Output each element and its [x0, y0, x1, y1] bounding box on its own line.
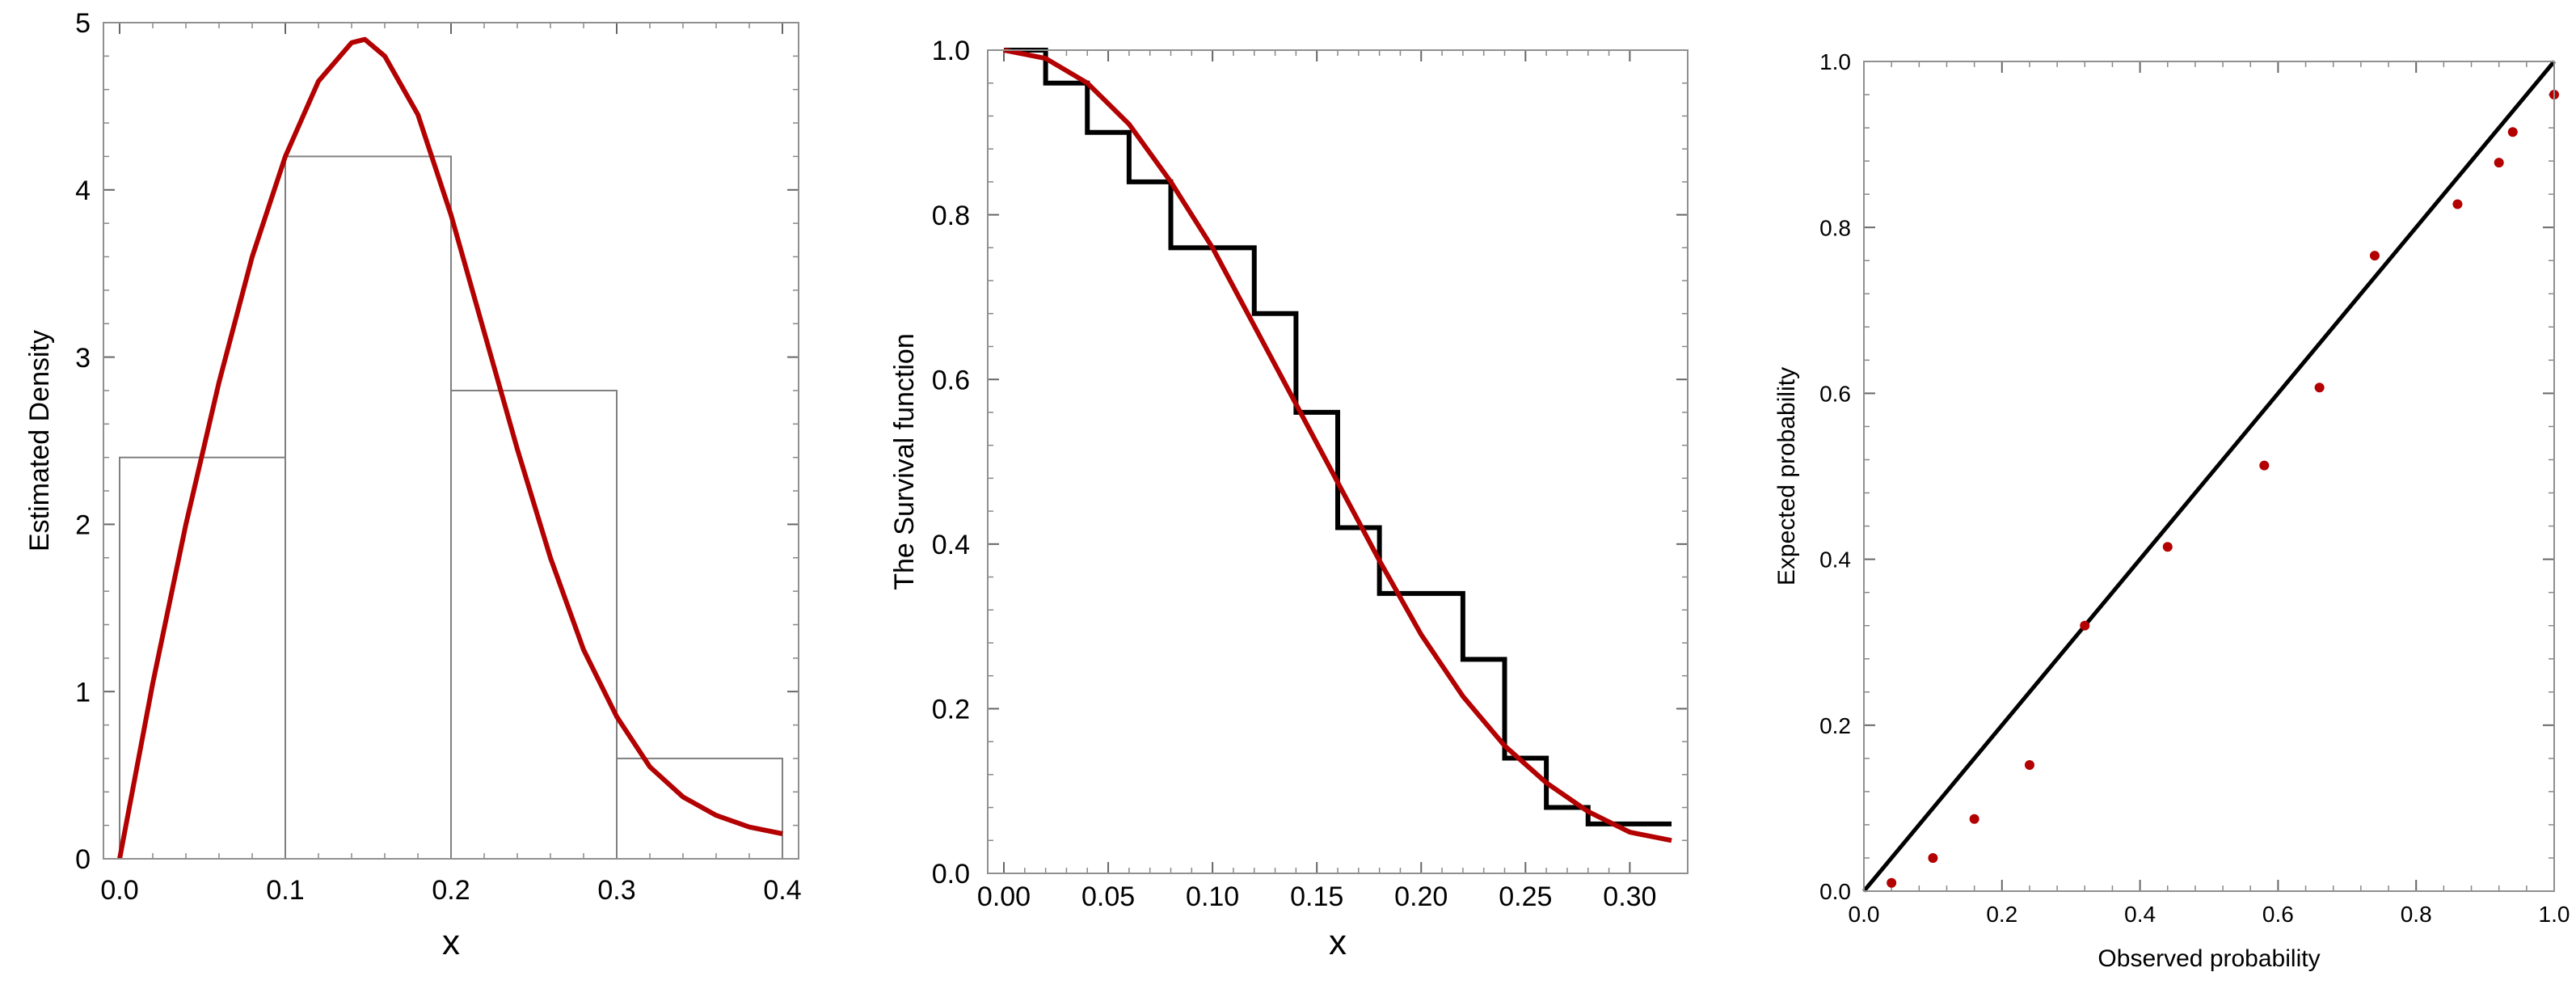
y-tick-label: 0.6 — [932, 365, 970, 395]
pp-marks — [1862, 60, 2559, 893]
pp-point — [2080, 620, 2090, 631]
y-tick-label: 3 — [75, 343, 91, 374]
pp-point — [2369, 251, 2380, 261]
histogram-bar — [119, 456, 286, 860]
pp-frame — [1863, 61, 2555, 892]
density-ticks — [103, 22, 799, 860]
pp-point — [2452, 199, 2463, 209]
survival-tick-labels: 0.00 0.05 0.10 0.15 0.20 0.25 0.30 0.0 0.2 0.4 0.6… — [932, 36, 1657, 912]
x-tick-label: 0.30 — [1603, 881, 1656, 912]
y-tick-label: 1.0 — [1819, 49, 1851, 74]
y-tick-label: 0.2 — [932, 695, 970, 725]
x-tick-label: 0.25 — [1499, 881, 1552, 912]
survival-frame — [987, 49, 1689, 874]
x-tick-label: 0.10 — [1186, 881, 1239, 912]
pp-point — [2314, 382, 2325, 393]
histogram-bar — [285, 155, 452, 860]
y-tick-label: 0.0 — [1819, 879, 1851, 904]
density-histogram-panel: 0.0 0.1 0.2 0.3 0.4 0 1 2 3 4 5 x Estimated Densit… — [24, 8, 802, 962]
y-tick-label: 5 — [75, 8, 91, 39]
density-tick-labels: 0.0 0.1 0.2 0.3 0.4 0 1 2 3 4 5 — [75, 8, 802, 906]
x-tick-label: 0.1 — [266, 875, 304, 906]
y-tick-label: 0.8 — [932, 201, 970, 231]
y-tick-label: 0.4 — [932, 530, 970, 560]
y-tick-label: 0.2 — [1819, 713, 1851, 738]
x-tick-label: 0.0 — [1849, 902, 1880, 927]
pp-y-axis-label: Expected probability — [1773, 367, 1800, 585]
pp-x-axis-label: Observed probability — [2097, 945, 2320, 972]
x-tick-label: 0.2 — [1986, 902, 2017, 927]
x-tick-label: 0.4 — [2124, 902, 2156, 927]
density-x-axis-label: x — [442, 923, 460, 962]
y-tick-label: 0.8 — [1819, 215, 1851, 240]
pp-point — [2162, 542, 2173, 552]
pp-point — [2507, 127, 2518, 137]
y-tick-label: 2 — [75, 510, 91, 541]
pp-point — [1887, 877, 1897, 888]
y-tick-label: 0.4 — [1819, 547, 1851, 573]
pp-point — [2024, 760, 2034, 771]
x-tick-label: 0.20 — [1394, 881, 1448, 912]
survival-y-axis-label: The Survival function — [889, 333, 920, 590]
y-tick-label: 0.0 — [932, 859, 970, 890]
y-tick-label: 1.0 — [932, 36, 970, 66]
x-tick-label: 0.0 — [100, 875, 138, 906]
survival-ticks — [988, 49, 1688, 874]
histogram-bar — [450, 389, 618, 860]
y-tick-label: 0 — [75, 844, 91, 875]
pp-point — [2494, 158, 2504, 168]
x-tick-label: 0.05 — [1081, 881, 1135, 912]
pp-plot-panel: 0.0 0.2 0.4 0.6 0.8 1.0 0.0 0.2 0.4 0.6 0.8 1.0 Obs… — [1773, 49, 2570, 972]
reference-line — [1862, 60, 2556, 893]
x-tick-label: 0.15 — [1290, 881, 1343, 912]
empirical-survival-step — [1004, 48, 1672, 826]
y-tick-label: 1 — [75, 677, 91, 708]
survival-marks — [1003, 48, 1672, 843]
pp-point — [2259, 460, 2270, 471]
survival-x-axis-label: x — [1329, 923, 1347, 962]
density-frame — [103, 22, 799, 860]
x-tick-label: 0.2 — [432, 875, 470, 906]
x-tick-label: 0.00 — [977, 881, 1031, 912]
pp-point — [1928, 852, 1938, 863]
density-y-axis-label: Estimated Density — [24, 330, 55, 552]
fitted-survival-curve — [1003, 48, 1672, 843]
y-tick-label: 4 — [75, 175, 91, 206]
survival-function-panel: 0.00 0.05 0.10 0.15 0.20 0.25 0.30 0.0 0.2 0.4 0.6… — [889, 36, 1689, 962]
x-tick-label: 0.3 — [597, 875, 635, 906]
x-tick-label: 0.4 — [763, 875, 801, 906]
x-tick-label: 0.8 — [2401, 902, 2432, 927]
pp-point — [1969, 814, 1979, 824]
fitted-density-curve — [117, 36, 783, 860]
pp-tick-labels: 0.0 0.2 0.4 0.6 0.8 1.0 0.0 0.2 0.4 0.6 0.8 1.0 — [1819, 49, 2570, 927]
x-tick-label: 1.0 — [2539, 902, 2570, 927]
x-tick-label: 0.6 — [2262, 902, 2294, 927]
y-tick-label: 0.6 — [1819, 381, 1851, 406]
density-marks — [117, 36, 783, 860]
